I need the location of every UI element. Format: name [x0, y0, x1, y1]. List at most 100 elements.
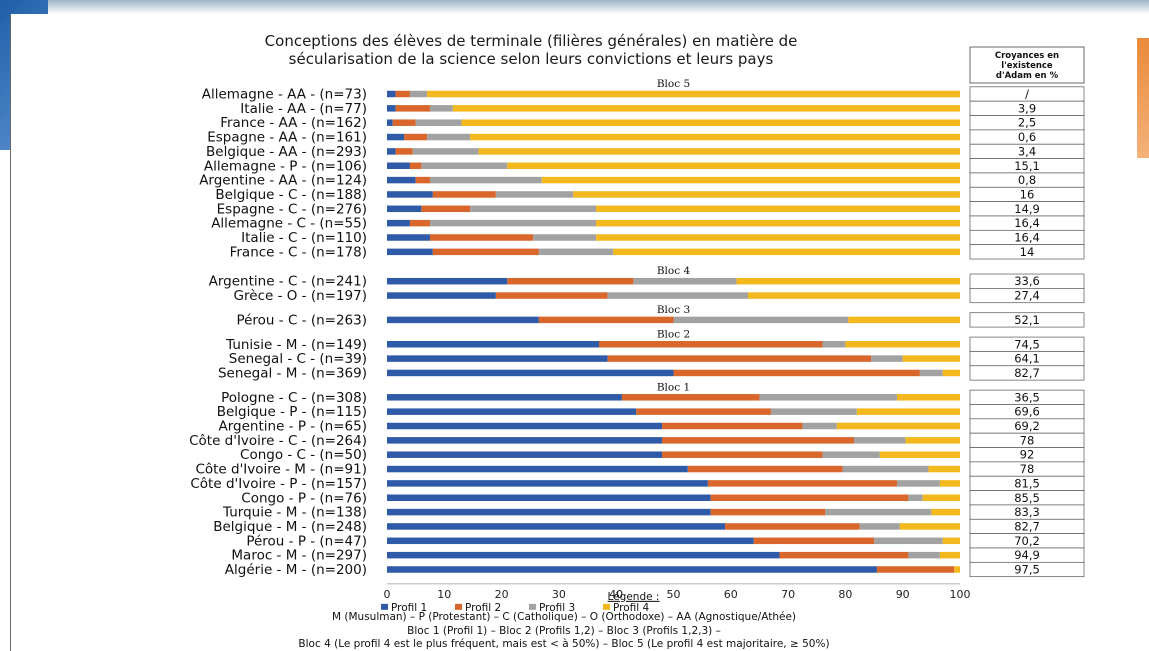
bar-segment-profil-4 — [596, 234, 960, 241]
bar-segment-profil-1 — [387, 355, 608, 362]
bar-segment-profil-3 — [429, 176, 542, 184]
bar-segment-profil-3 — [421, 162, 508, 169]
bar-segment-profil-3 — [822, 341, 846, 348]
bar-segment-profil-4 — [939, 551, 960, 559]
bar-segment-profil-1 — [387, 205, 422, 213]
bar-segment-profil-1 — [387, 494, 711, 501]
bar-segment-profil-2 — [409, 219, 430, 227]
bar-segment-profil-1 — [387, 508, 711, 516]
row-label: Italie - C - (n=110) — [241, 230, 367, 246]
bar-segment-profil-2 — [662, 422, 803, 430]
row-label: Pologne - C - (n=308) — [221, 390, 367, 406]
bar-segment-profil-1 — [387, 148, 396, 155]
bar-segment-profil-4 — [836, 422, 960, 430]
row-label: Grèce - O - (n=197) — [234, 288, 367, 304]
x-tick-label: 10 — [437, 588, 451, 601]
bar-segment-profil-4 — [596, 219, 960, 227]
bar-segment-profil-3 — [470, 205, 597, 213]
bar-segment-profil-4 — [845, 341, 960, 348]
bar-segment-profil-3 — [908, 494, 923, 501]
adam-cell — [969, 288, 1085, 304]
bar-segment-profil-2 — [707, 480, 897, 487]
adam-value: 70,2 — [1014, 534, 1040, 548]
note-line-3: Bloc 4 (Le profil 4 est le plus fréquent… — [298, 638, 829, 650]
bar-segment-profil-4 — [736, 277, 960, 285]
bar-segment-profil-2 — [725, 523, 860, 530]
adam-value: 64,1 — [1014, 352, 1040, 366]
adam-header-line-1: Croyances en — [995, 51, 1059, 61]
adam-value: 3,4 — [1018, 144, 1036, 158]
bar-segment-profil-3 — [853, 437, 906, 444]
adam-value: 16,4 — [1014, 231, 1040, 245]
adam-value: 81,5 — [1014, 476, 1040, 490]
row-label: Maroc - M - (n=297) — [231, 548, 367, 564]
adam-cell — [969, 365, 1085, 381]
bar-segment-profil-3 — [607, 292, 748, 299]
legend-label: Profil 2 — [465, 602, 501, 614]
row-label: Turquie - M - (n=138) — [222, 505, 367, 521]
row-label: Côte d'Ivoire - M - (n=91) — [195, 462, 367, 478]
bar-segment-profil-3 — [822, 451, 880, 458]
bar-segment-profil-1 — [387, 566, 877, 573]
bar-segment-profil-4 — [905, 437, 960, 444]
legend-swatch — [455, 603, 462, 610]
bar-segment-profil-1 — [387, 523, 726, 530]
bar-segment-profil-4 — [922, 494, 960, 501]
bar-segment-profil-4 — [931, 508, 960, 516]
bar-segment-profil-2 — [495, 292, 608, 299]
adam-value: 15,1 — [1014, 159, 1040, 173]
row-label: Senegal - C - (n=39) — [229, 351, 367, 367]
adam-header-line-3: d'Adam en % — [996, 71, 1059, 81]
adam-value: 2,5 — [1018, 116, 1036, 130]
bar-segment-profil-3 — [633, 277, 737, 285]
bar-segment-profil-1 — [387, 551, 780, 559]
bar-segment-profil-1 — [387, 248, 433, 256]
bar-segment-profil-3 — [908, 551, 940, 559]
bar-segment-profil-2 — [392, 119, 416, 126]
row-label: Pérou - P - (n=47) — [246, 533, 367, 549]
bar-segment-profil-2 — [395, 90, 410, 98]
bar-segment-profil-3 — [842, 465, 929, 473]
adam-value: 69,2 — [1014, 419, 1040, 433]
bloc-label: Bloc 5 — [657, 78, 690, 90]
row-label: Argentine - AA - (n=124) — [199, 173, 367, 189]
bar-segment-profil-1 — [387, 119, 393, 126]
row-label: Tunisie - M - (n=149) — [225, 337, 367, 353]
x-tick-label: 20 — [495, 588, 509, 601]
bar-segment-profil-4 — [452, 105, 960, 112]
bar-segment-profil-1 — [387, 465, 688, 473]
adam-value: 52,1 — [1014, 313, 1040, 327]
row-label: Argentine - C - (n=241) — [209, 274, 367, 290]
bar-segment-profil-4 — [470, 133, 960, 141]
adam-value: 94,9 — [1014, 548, 1040, 562]
bar-segment-profil-1 — [387, 537, 754, 545]
row-label: Côte d'Ivoire - C - (n=264) — [189, 433, 367, 449]
bar-segment-profil-1 — [387, 90, 396, 98]
legend-swatch — [529, 603, 536, 610]
bar-segment-profil-4 — [856, 408, 960, 415]
bar-segment-profil-4 — [747, 292, 960, 299]
bar-segment-profil-3 — [409, 90, 428, 98]
bar-segment-profil-4 — [954, 566, 960, 573]
bloc-label: Bloc 2 — [657, 328, 690, 340]
x-tick-label: 50 — [667, 588, 681, 601]
adam-value: 78 — [1020, 433, 1035, 447]
row-label: France - C - (n=178) — [230, 244, 367, 260]
bar-segment-profil-4 — [507, 162, 960, 169]
adam-value: 0,6 — [1018, 130, 1036, 144]
legend-title: Légende : — [608, 591, 660, 603]
bar-segment-profil-2 — [673, 369, 920, 377]
adam-value: 82,7 — [1014, 519, 1040, 533]
bar-segment-profil-2 — [753, 537, 875, 545]
bar-segment-profil-3 — [825, 508, 932, 516]
plot-area: Bloc 5 Allemagne - AA - (n=73) / Italie - A… — [189, 78, 1085, 578]
bar-segment-profil-2 — [421, 205, 471, 213]
x-tick-label: 30 — [552, 588, 566, 601]
legend-label: Profil 3 — [539, 602, 575, 614]
x-tick-label: 0 — [384, 588, 391, 601]
adam-header-line-2: l'existence — [1001, 61, 1053, 71]
bar-segment-profil-1 — [387, 234, 430, 241]
bar-segment-profil-1 — [387, 422, 663, 430]
bar-segment-profil-1 — [387, 341, 600, 348]
